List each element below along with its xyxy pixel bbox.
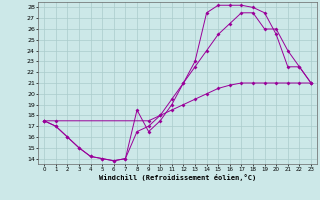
- X-axis label: Windchill (Refroidissement éolien,°C): Windchill (Refroidissement éolien,°C): [99, 174, 256, 181]
